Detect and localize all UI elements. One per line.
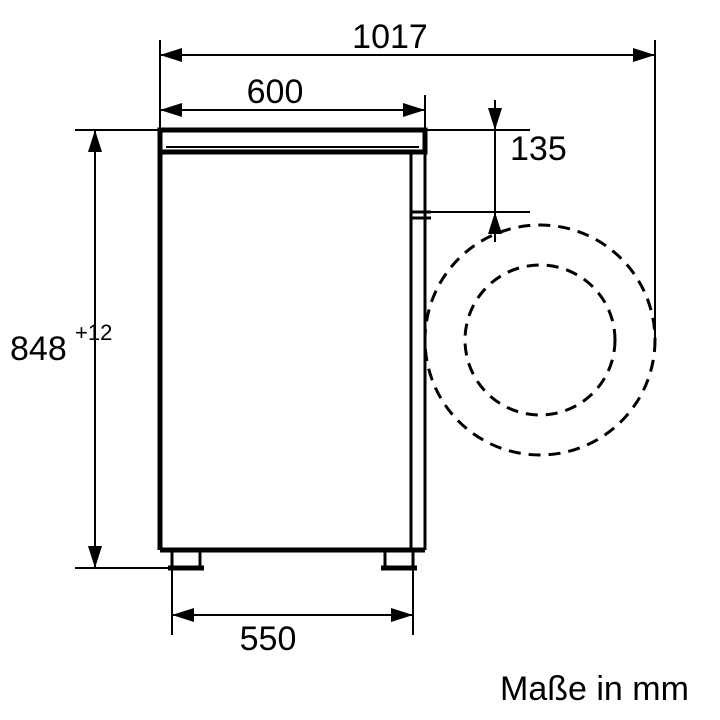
dim-overall-height-label: 848 (10, 330, 67, 368)
dimension-drawing: 1017 600 135 848 +12 550 Maße in mm (0, 0, 720, 720)
dim-overall-height-tolerance: +12 (75, 320, 112, 345)
dim-appliance-width-label: 600 (247, 73, 304, 111)
dim-depth-label: 550 (240, 620, 297, 658)
units-caption: Maße in mm (500, 670, 689, 708)
dim-overall-width-label: 1017 (352, 18, 428, 56)
dim-dispenser-height-label: 135 (510, 130, 567, 168)
